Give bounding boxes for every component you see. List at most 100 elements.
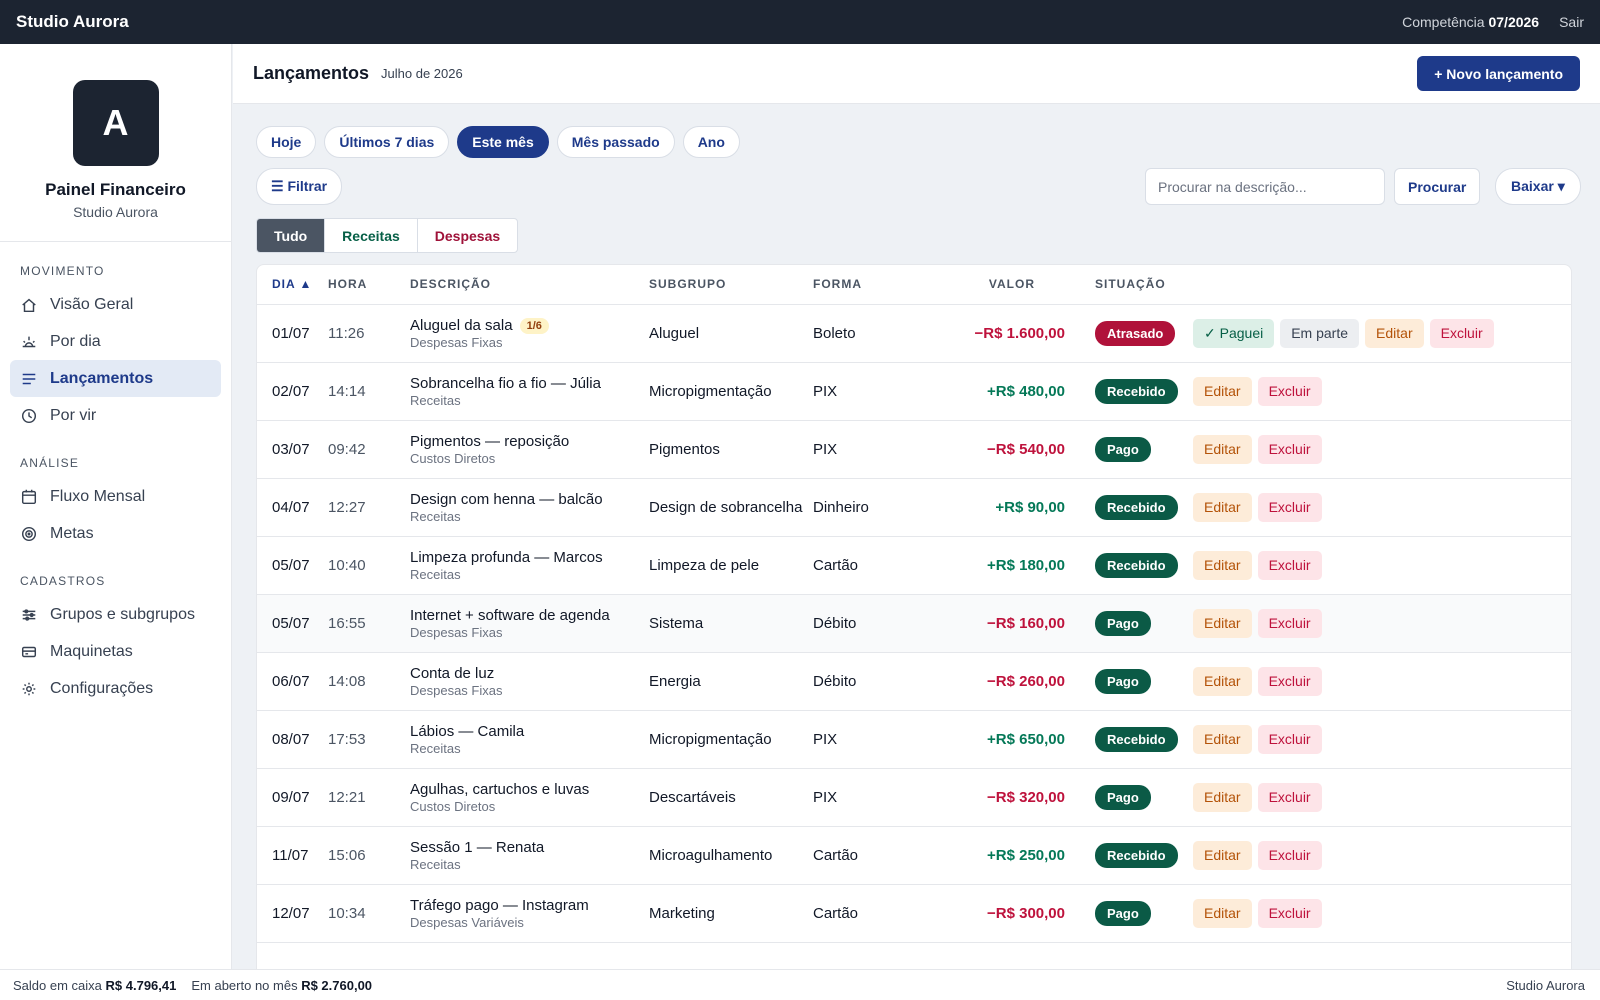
- cell-actions: Editar Excluir: [1193, 536, 1571, 595]
- edit-button[interactable]: Editar: [1193, 840, 1252, 870]
- delete-button[interactable]: Excluir: [1257, 840, 1322, 870]
- description-group: Receitas: [410, 856, 461, 872]
- column-header-value[interactable]: VALOR: [943, 265, 1065, 305]
- delete-button[interactable]: Excluir: [1257, 376, 1322, 406]
- tab-all[interactable]: Tudo: [257, 219, 325, 252]
- column-header-hour[interactable]: HORA: [328, 265, 410, 305]
- cell-actions: Editar Excluir: [1193, 652, 1571, 711]
- edit-button[interactable]: Editar: [1193, 724, 1252, 754]
- competence-display[interactable]: Competência 07/2026: [1402, 14, 1539, 30]
- description-text: Aluguel da sala 1/6: [410, 317, 649, 334]
- table-header-row: DIA ▲ HORA DESCRIÇÃO SUBGRUPO FORMA VALO…: [257, 265, 1571, 305]
- cell-value: +R$ 180,00: [943, 536, 1065, 595]
- description-group: Receitas: [410, 392, 461, 408]
- logout-link[interactable]: Sair: [1559, 14, 1584, 30]
- cell-hour: 09:42: [328, 420, 410, 479]
- avatar: A: [72, 80, 159, 166]
- cell-description: Sessão 1 — Renata Receitas: [410, 826, 649, 885]
- cell-description: Design com henna — balcão Receitas: [410, 478, 649, 537]
- edit-button[interactable]: Editar: [1193, 666, 1252, 696]
- edit-button[interactable]: Editar: [1193, 898, 1252, 928]
- column-header-status[interactable]: SITUAÇÃO: [1065, 265, 1193, 305]
- description-label: Conta de luz: [410, 664, 495, 682]
- cell-status: Recebido: [1065, 710, 1193, 769]
- new-entry-button[interactable]: + Novo lançamento: [1417, 56, 1580, 91]
- cell-day: 05/07: [257, 594, 328, 653]
- page-subtitle: Julho de 2026: [381, 66, 463, 81]
- table-row[interactable]: 06/07 14:08 Conta de luz Despesas Fixas Ener…: [257, 652, 1571, 711]
- description-text: Design com henna — balcão: [410, 491, 649, 508]
- column-header-subgroup[interactable]: SUBGRUPO: [649, 265, 813, 305]
- cell-hour: 10:40: [328, 536, 410, 595]
- cell-day: 12/07: [257, 884, 328, 943]
- cell-subgroup: Energia: [649, 652, 813, 711]
- delete-button[interactable]: Excluir: [1429, 318, 1494, 348]
- period-chip-hoje[interactable]: Hoje: [256, 126, 317, 158]
- edit-button[interactable]: Editar: [1193, 376, 1252, 406]
- table-row[interactable]: 03/07 09:42 Pigmentos — reposição Custos Di…: [257, 420, 1571, 479]
- column-header-day[interactable]: DIA ▲: [257, 265, 328, 305]
- search-button[interactable]: Procurar: [1394, 168, 1481, 205]
- mark-paid-button[interactable]: ✓ Paguei: [1193, 318, 1275, 348]
- sidebar-item-visao-geral[interactable]: Visão Geral: [10, 286, 221, 323]
- description-text: Tráfego pago — Instagram: [410, 897, 649, 914]
- delete-button[interactable]: Excluir: [1257, 782, 1322, 812]
- sidebar-item-por-dia[interactable]: Por dia: [10, 323, 221, 360]
- edit-button[interactable]: Editar: [1365, 318, 1424, 348]
- filter-button[interactable]: ☰ Filtrar: [256, 168, 343, 205]
- edit-button[interactable]: Editar: [1193, 492, 1252, 522]
- table-row[interactable]: 12/07 10:34 Tráfego pago — Instagram Despes…: [257, 884, 1571, 943]
- cell-hour: 17:53: [328, 710, 410, 769]
- download-button[interactable]: Baixar ▾: [1495, 168, 1581, 205]
- sidebar-item-label: Visão Geral: [50, 295, 134, 313]
- edit-button[interactable]: Editar: [1193, 550, 1252, 580]
- delete-button[interactable]: Excluir: [1257, 550, 1322, 580]
- period-chip-mes-passado[interactable]: Mês passado: [556, 126, 675, 158]
- column-header-description[interactable]: DESCRIÇÃO: [410, 265, 649, 305]
- card-icon: [21, 646, 37, 657]
- search-input[interactable]: [1145, 168, 1385, 205]
- period-chip-ano[interactable]: Ano: [682, 126, 740, 158]
- open-label: Em aberto no mês: [191, 977, 298, 993]
- sidebar-item-maquinetas[interactable]: Maquinetas: [10, 633, 221, 670]
- period-chip-ultimos-7-dias[interactable]: Últimos 7 dias: [324, 126, 450, 158]
- table-row[interactable]: 02/07 14:14 Sobrancelha fio a fio — Júlia R…: [257, 362, 1571, 421]
- sidebar-item-label: Lançamentos: [50, 369, 154, 387]
- delete-button[interactable]: Excluir: [1257, 434, 1322, 464]
- table-row[interactable]: 04/07 12:27 Design com henna — balcão Recei…: [257, 478, 1571, 537]
- table-row[interactable]: 11/07 15:06 Sessão 1 — Renata Receitas Micro…: [257, 826, 1571, 885]
- sidebar-item-grupos-e-subgrupos[interactable]: Grupos e subgrupos: [10, 596, 221, 633]
- tab-expense[interactable]: Despesas: [416, 219, 517, 252]
- edit-button[interactable]: Editar: [1193, 608, 1252, 638]
- table-row[interactable]: 01/07 11:26 Aluguel da sala 1/6 Despesas Fix…: [257, 304, 1571, 363]
- delete-button[interactable]: Excluir: [1257, 608, 1322, 638]
- cell-actions: Editar Excluir: [1193, 594, 1571, 653]
- cell-subgroup: Aluguel: [649, 304, 813, 363]
- edit-button[interactable]: Editar: [1193, 434, 1252, 464]
- sidebar-item-lancamentos[interactable]: Lançamentos: [10, 360, 221, 397]
- column-header-form[interactable]: FORMA: [813, 265, 943, 305]
- table-row[interactable]: 08/07 17:53 Lábios — Camila Receitas Micropi…: [257, 710, 1571, 769]
- period-chip-este-mes[interactable]: Este mês: [457, 126, 549, 158]
- partial-payment-button[interactable]: Em parte: [1280, 318, 1360, 348]
- delete-button[interactable]: Excluir: [1257, 724, 1322, 754]
- sidebar-item-metas[interactable]: Metas: [10, 515, 221, 552]
- sidebar-item-configuracoes[interactable]: Configurações: [10, 670, 221, 707]
- table-row[interactable]: 05/07 10:40 Limpeza profunda — Marcos Recei…: [257, 536, 1571, 595]
- table-row[interactable]: 05/07 16:55 Internet + software de agenda D…: [257, 594, 1571, 653]
- delete-button[interactable]: Excluir: [1257, 492, 1322, 522]
- balance-label: Saldo em caixa: [13, 977, 102, 993]
- cell-day: 09/07: [257, 768, 328, 827]
- sidebar-item-por-vir[interactable]: Por vir: [10, 397, 221, 434]
- cell-actions: Editar Excluir: [1193, 420, 1571, 479]
- delete-button[interactable]: Excluir: [1257, 898, 1322, 928]
- cell-subgroup: Micropigmentação: [649, 710, 813, 769]
- delete-button[interactable]: Excluir: [1257, 666, 1322, 696]
- edit-button[interactable]: Editar: [1193, 782, 1252, 812]
- tab-income[interactable]: Receitas: [324, 219, 417, 252]
- sidebar-item-fluxo-mensal[interactable]: Fluxo Mensal: [10, 478, 221, 515]
- description-label: Design com henna — balcão: [410, 490, 603, 508]
- cell-day: 04/07: [257, 478, 328, 537]
- table-row[interactable]: 09/07 12:21 Agulhas, cartuchos e luvas Cust…: [257, 768, 1571, 827]
- row-actions: Editar Excluir: [1193, 492, 1571, 522]
